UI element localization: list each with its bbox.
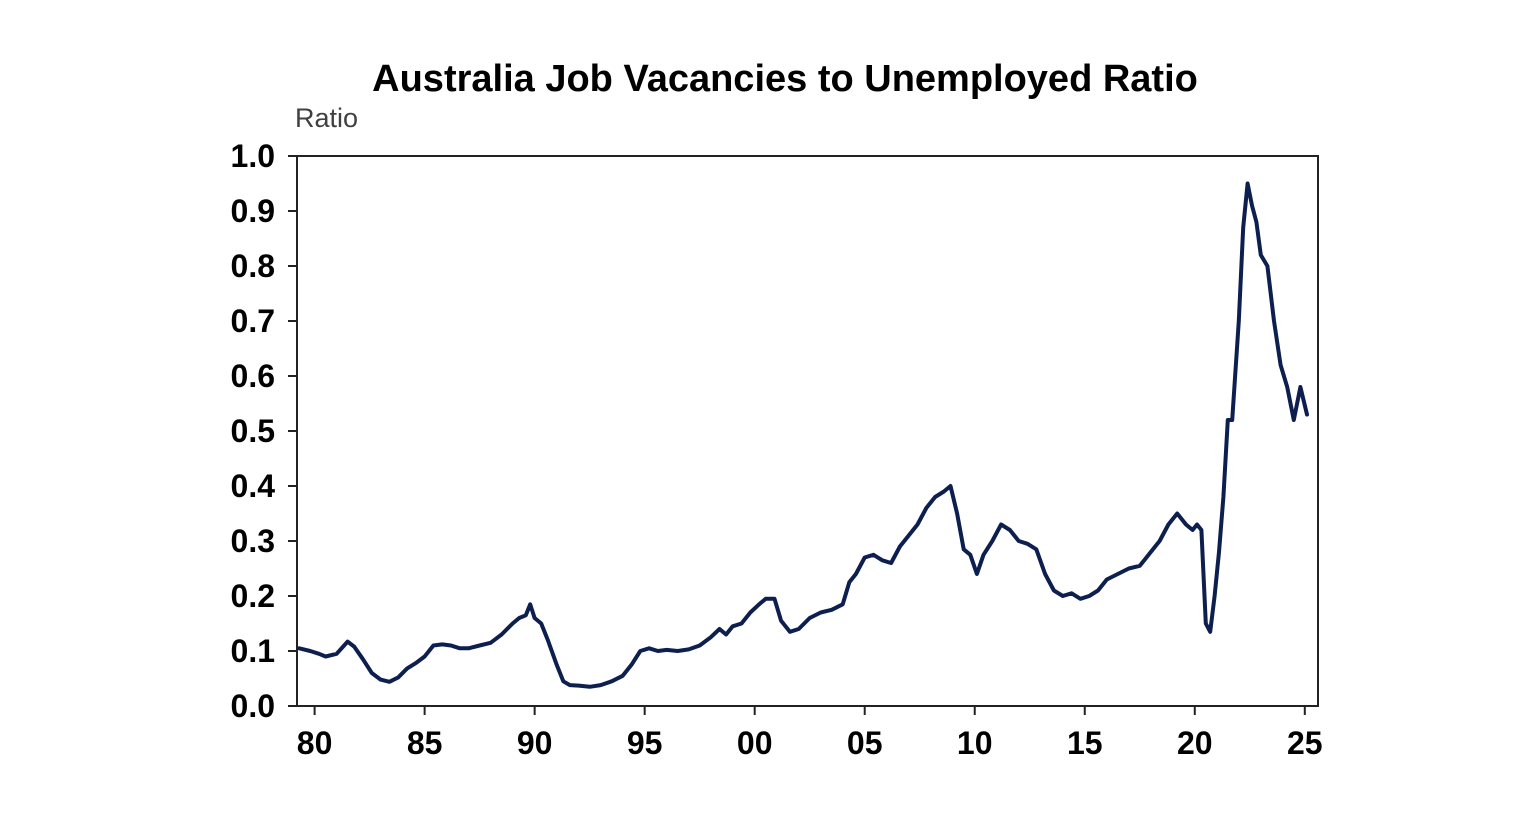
x-tick-label: 05 xyxy=(847,725,883,761)
x-tick-label: 80 xyxy=(297,725,333,761)
y-tick-label: 0.3 xyxy=(231,523,275,559)
x-tick-label: 90 xyxy=(517,725,553,761)
x-axis: 80 85 90 95 00 05 10 15 20 25 xyxy=(297,706,1323,761)
series-line xyxy=(297,181,1309,689)
plot-frame xyxy=(296,155,1319,707)
y-tick-label: 1.0 xyxy=(231,138,275,174)
x-tick-label: 25 xyxy=(1287,725,1323,761)
x-tick-label: 15 xyxy=(1067,725,1103,761)
y-tick-label: 0.4 xyxy=(231,468,276,504)
y-tick-label: 0.9 xyxy=(231,193,275,229)
chart-title: Australia Job Vacancies to Unemployed Ra… xyxy=(372,58,1198,100)
y-tick-label: 0.5 xyxy=(231,413,275,449)
y-tick-label: 0.8 xyxy=(231,248,275,284)
x-tick-label: 85 xyxy=(407,725,443,761)
y-axis: 0.0 0.1 0.2 0.3 0.4 0.5 0.6 0.7 0.8 0.9 1.0 xyxy=(231,138,297,724)
y-tick-label: 0.2 xyxy=(231,578,275,614)
y-tick-label: 0.1 xyxy=(231,633,275,669)
y-tick-label: 0.0 xyxy=(231,688,275,724)
x-tick-label: 00 xyxy=(737,725,773,761)
y-tick-label: 0.7 xyxy=(231,303,275,339)
x-tick-label: 10 xyxy=(957,725,993,761)
y-axis-label: Ratio xyxy=(295,103,359,133)
y-tick-label: 0.6 xyxy=(231,358,275,394)
x-tick-label: 20 xyxy=(1177,725,1213,761)
x-tick-label: 95 xyxy=(627,725,663,761)
